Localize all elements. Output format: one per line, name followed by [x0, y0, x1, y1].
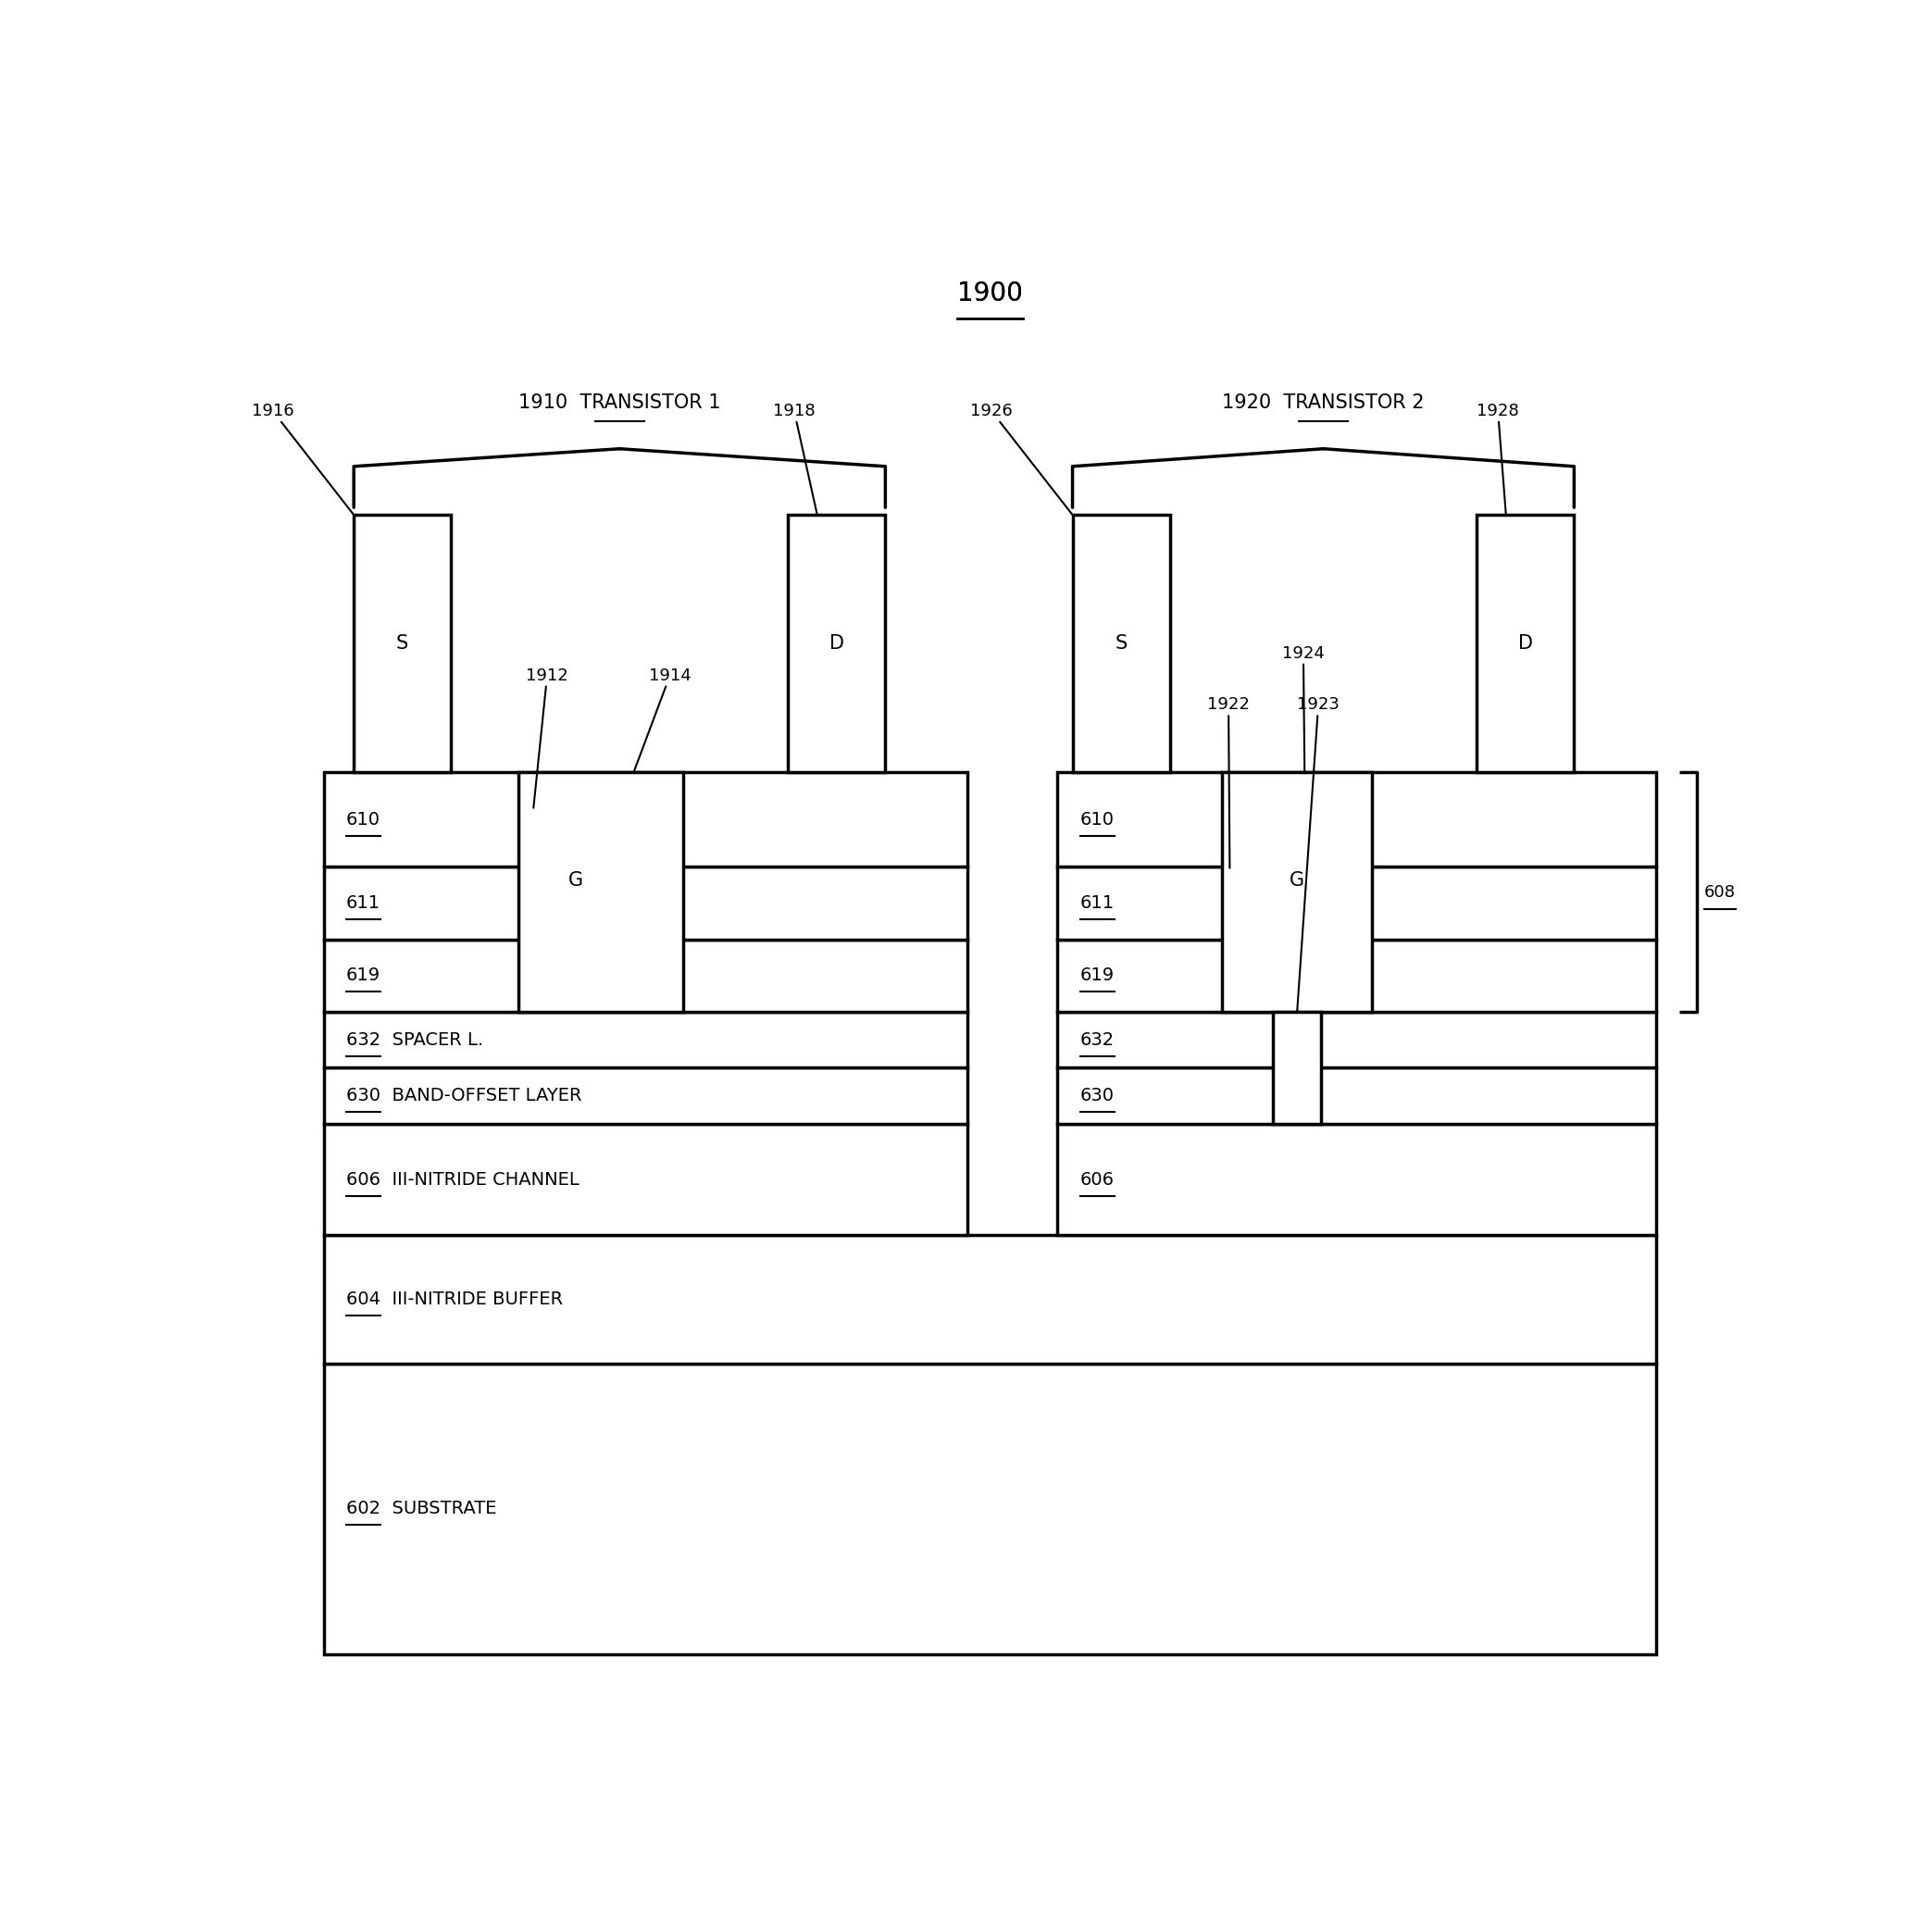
Bar [1476, 515, 1575, 773]
Bar [1057, 1068, 1656, 1124]
Bar [325, 1068, 968, 1124]
Text: 1920  TRANSISTOR 2: 1920 TRANSISTOR 2 [1223, 393, 1424, 412]
Bar [325, 1124, 968, 1234]
Text: 610: 610 [346, 811, 381, 828]
Bar [1057, 1124, 1656, 1234]
Bar [1057, 1011, 1656, 1068]
Bar [518, 773, 684, 1011]
Text: 619: 619 [1080, 967, 1115, 985]
Text: 1926: 1926 [970, 403, 1072, 515]
Text: 1918: 1918 [773, 403, 817, 515]
Text: 619: 619 [346, 967, 381, 985]
Bar [325, 1234, 1656, 1364]
Text: 1928: 1928 [1476, 403, 1519, 515]
Text: 606: 606 [1080, 1172, 1115, 1189]
Text: 1900: 1900 [958, 280, 1022, 307]
Text: 630: 630 [1080, 1088, 1115, 1105]
Text: 606  III-NITRIDE CHANNEL: 606 III-NITRIDE CHANNEL [346, 1172, 580, 1189]
Text: 630  BAND-OFFSET LAYER: 630 BAND-OFFSET LAYER [346, 1088, 582, 1105]
Text: 632: 632 [1080, 1030, 1115, 1049]
Text: 611: 611 [1080, 895, 1115, 912]
Text: 608: 608 [1704, 883, 1735, 901]
Text: 1916: 1916 [251, 403, 354, 515]
Bar [325, 1364, 1656, 1654]
Bar [325, 939, 968, 1011]
Bar [354, 515, 452, 773]
Text: 1900: 1900 [958, 280, 1022, 307]
Text: S: S [396, 633, 408, 653]
Bar [1273, 1011, 1321, 1124]
Text: S: S [1115, 633, 1126, 653]
Text: 604  III-NITRIDE BUFFER: 604 III-NITRIDE BUFFER [346, 1290, 562, 1309]
Bar [1223, 773, 1372, 1011]
Bar [1057, 773, 1656, 866]
Text: 1912: 1912 [526, 668, 568, 807]
Bar [788, 515, 885, 773]
Text: 1914: 1914 [634, 668, 692, 773]
Text: 602  SUBSTRATE: 602 SUBSTRATE [346, 1500, 497, 1517]
Text: 611: 611 [346, 895, 381, 912]
Text: 1924: 1924 [1283, 645, 1325, 773]
Text: 1910  TRANSISTOR 1: 1910 TRANSISTOR 1 [518, 393, 721, 412]
Bar [325, 1011, 968, 1068]
Text: G: G [1291, 870, 1304, 889]
Text: G: G [568, 870, 583, 889]
Bar [325, 773, 968, 866]
Text: 610: 610 [1080, 811, 1115, 828]
Bar [1072, 515, 1171, 773]
Text: 632  SPACER L.: 632 SPACER L. [346, 1030, 483, 1049]
Text: D: D [829, 633, 844, 653]
Text: 1923: 1923 [1296, 696, 1339, 1011]
Bar [1057, 939, 1656, 1011]
Text: 1922: 1922 [1208, 696, 1250, 868]
Text: D: D [1519, 633, 1532, 653]
Bar [1057, 866, 1656, 939]
Bar [325, 866, 968, 939]
